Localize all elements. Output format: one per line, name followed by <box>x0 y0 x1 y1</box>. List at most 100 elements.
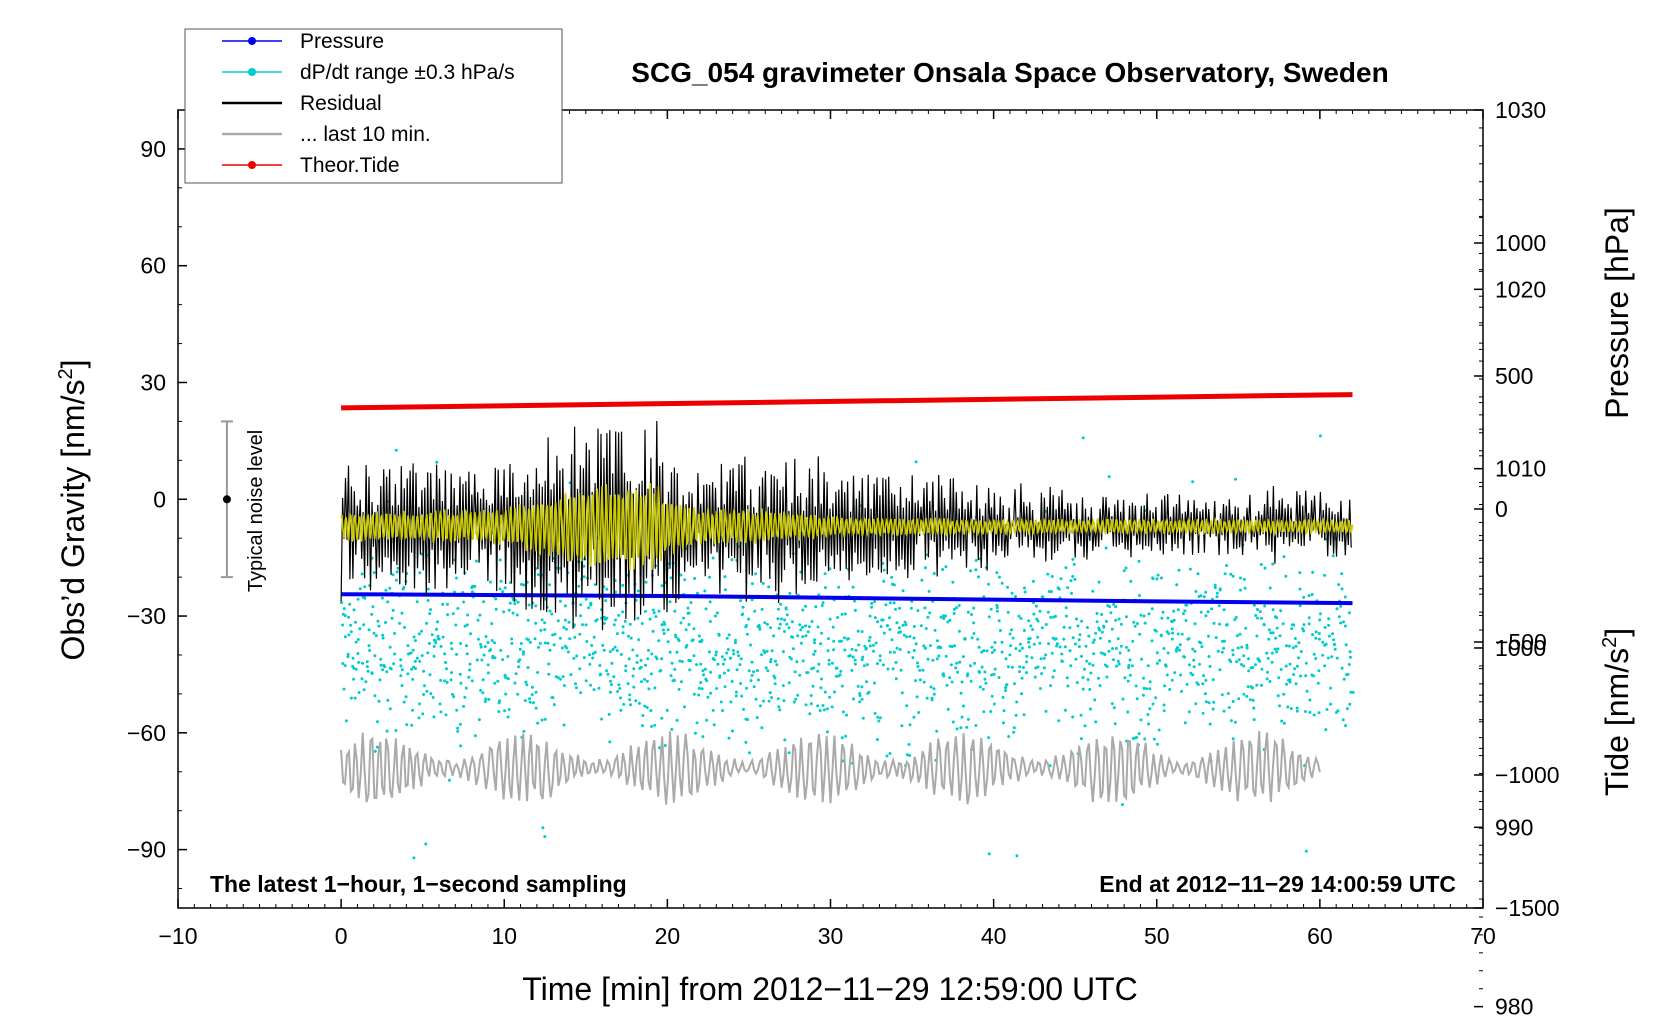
dpdt-point <box>679 621 683 625</box>
dpdt-point <box>769 657 773 661</box>
dpdt-point <box>659 669 663 672</box>
dpdt-point <box>1307 616 1311 620</box>
dpdt-point <box>950 645 954 649</box>
dpdt-point <box>1297 656 1301 660</box>
dpdt-point <box>757 678 760 682</box>
dpdt-point <box>1008 653 1012 657</box>
dpdt-point <box>705 718 709 722</box>
dpdt-point <box>713 614 717 618</box>
dpdt-point <box>673 678 677 682</box>
dpdt-point <box>935 657 939 661</box>
dpdt-point <box>1089 707 1092 711</box>
dpdt-point <box>1344 643 1348 647</box>
dpdt-point <box>1267 637 1271 641</box>
dpdt-point <box>584 597 588 601</box>
dpdt-point <box>1231 574 1235 578</box>
dpdt-point <box>1324 642 1328 646</box>
dpdt-point <box>1314 636 1318 640</box>
dpdt-point <box>1308 710 1312 714</box>
dpdt-point <box>1127 664 1131 667</box>
dpdt-point <box>868 644 872 648</box>
dpdt-point <box>1022 666 1025 669</box>
dpdt-point <box>1266 656 1270 660</box>
dpdt-point <box>640 680 643 684</box>
dpdt-point <box>1304 849 1308 853</box>
dpdt-point <box>592 688 596 692</box>
dpdt-point <box>669 674 673 678</box>
dpdt-point <box>1170 637 1174 641</box>
dpdt-point <box>582 656 586 660</box>
dpdt-point <box>776 697 780 701</box>
dpdt-point <box>454 623 458 627</box>
dpdt-point <box>1292 623 1296 627</box>
dpdt-point <box>631 674 635 678</box>
dpdt-point <box>1191 673 1195 677</box>
dpdt-point <box>1282 555 1286 559</box>
dpdt-point <box>507 608 511 612</box>
pressure-tick-label: 1020 <box>1495 276 1546 302</box>
dpdt-point <box>879 716 882 720</box>
dpdt-point <box>904 623 908 627</box>
dpdt-point <box>949 663 953 667</box>
dpdt-point <box>1199 610 1203 614</box>
dpdt-point <box>933 628 937 632</box>
dpdt-point <box>589 601 593 605</box>
dpdt-point <box>428 612 432 616</box>
dpdt-point <box>649 672 653 676</box>
dpdt-point <box>1143 621 1147 625</box>
dpdt-point <box>1004 689 1007 693</box>
dpdt-point <box>1223 639 1226 643</box>
y-axis-label-close: ] <box>55 360 91 369</box>
dpdt-point <box>1148 680 1152 684</box>
dpdt-point <box>760 653 764 657</box>
dpdt-point <box>415 656 419 660</box>
dpdt-point <box>1047 642 1051 646</box>
dpdt-point <box>562 723 566 727</box>
x-tick-label: −10 <box>158 923 197 949</box>
dpdt-point <box>1154 629 1158 633</box>
dpdt-point <box>1185 682 1189 686</box>
dpdt-point <box>1113 722 1117 726</box>
dpdt-point <box>1348 655 1352 659</box>
dpdt-point <box>609 683 613 687</box>
dpdt-point <box>939 646 943 650</box>
dpdt-point <box>477 718 481 722</box>
dpdt-point <box>489 648 492 652</box>
dpdt-point <box>349 696 353 700</box>
dpdt-point <box>493 681 497 685</box>
dpdt-point <box>1254 614 1258 617</box>
dpdt-point <box>1066 586 1070 590</box>
dpdt-point <box>575 654 579 658</box>
dpdt-point <box>1198 662 1201 666</box>
dpdt-point <box>817 662 821 666</box>
dpdt-point <box>673 633 677 637</box>
dpdt-point <box>877 719 881 723</box>
tide-tick-label: −1500 <box>1495 895 1560 921</box>
dpdt-point <box>637 701 641 705</box>
dpdt-point <box>1074 657 1078 661</box>
dpdt-point <box>1298 587 1302 591</box>
dpdt-point <box>1031 579 1035 583</box>
dpdt-point <box>1092 652 1096 656</box>
dpdt-point <box>375 720 379 724</box>
dpdt-point <box>804 624 808 628</box>
dpdt-point <box>1325 708 1329 711</box>
dpdt-point <box>873 681 876 685</box>
dpdt-point <box>683 578 687 582</box>
dpdt-point <box>1255 683 1259 687</box>
dpdt-point <box>1343 595 1347 599</box>
dpdt-point <box>1080 619 1084 623</box>
dpdt-point <box>840 736 844 740</box>
dpdt-point <box>850 668 854 672</box>
dpdt-point <box>741 605 745 609</box>
dpdt-point <box>853 662 857 666</box>
dpdt-point <box>1327 623 1331 627</box>
dpdt-point <box>901 623 905 627</box>
dpdt-point <box>494 597 498 601</box>
dpdt-point <box>959 691 963 695</box>
dpdt-point <box>1288 662 1292 666</box>
dpdt-point <box>394 729 398 732</box>
dpdt-point <box>821 601 825 605</box>
dpdt-point <box>1162 709 1166 713</box>
